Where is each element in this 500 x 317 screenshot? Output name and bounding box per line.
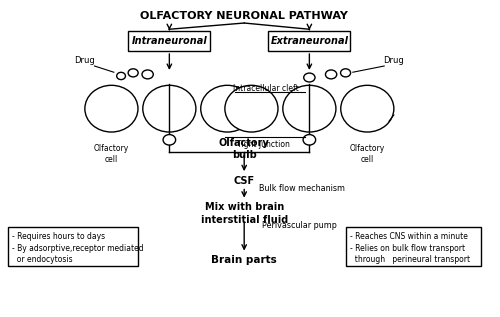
- Text: Bulk flow mechanism: Bulk flow mechanism: [259, 184, 345, 193]
- Ellipse shape: [85, 85, 138, 132]
- Text: Intracellular cleft: Intracellular cleft: [233, 84, 299, 93]
- FancyBboxPatch shape: [268, 31, 350, 51]
- Text: Mix with brain
interstitial fluid: Mix with brain interstitial fluid: [200, 202, 288, 224]
- Ellipse shape: [326, 70, 336, 79]
- Ellipse shape: [128, 69, 138, 77]
- FancyBboxPatch shape: [346, 227, 481, 266]
- FancyBboxPatch shape: [128, 31, 210, 51]
- Text: Axonal
transport: Axonal transport: [236, 96, 272, 115]
- Ellipse shape: [283, 85, 336, 132]
- Ellipse shape: [304, 73, 315, 82]
- Text: Extraneuronal: Extraneuronal: [270, 36, 348, 46]
- Text: - Reaches CNS within a minute: - Reaches CNS within a minute: [350, 232, 469, 241]
- Ellipse shape: [143, 85, 196, 132]
- Text: Olfactory
bulb: Olfactory bulb: [219, 138, 270, 160]
- Ellipse shape: [200, 85, 254, 132]
- Text: Tight junction: Tight junction: [237, 140, 290, 149]
- Text: Intraneuronal: Intraneuronal: [132, 36, 207, 46]
- Text: Drug: Drug: [384, 56, 404, 65]
- Ellipse shape: [163, 134, 175, 145]
- Text: Olfactory
cell: Olfactory cell: [350, 145, 385, 164]
- Text: - Requires hours to days: - Requires hours to days: [12, 232, 106, 241]
- Text: - Relies on bulk flow transport: - Relies on bulk flow transport: [350, 243, 466, 253]
- Ellipse shape: [225, 85, 278, 132]
- Text: or endocytosis: or endocytosis: [12, 256, 73, 264]
- Ellipse shape: [142, 70, 154, 79]
- Ellipse shape: [303, 134, 316, 145]
- Ellipse shape: [340, 69, 350, 77]
- Text: OLFACTORY NEURONAL PATHWAY: OLFACTORY NEURONAL PATHWAY: [140, 10, 348, 21]
- FancyBboxPatch shape: [8, 227, 138, 266]
- Text: through   perineural transport: through perineural transport: [350, 256, 470, 264]
- Text: Perivascular pump: Perivascular pump: [262, 221, 337, 230]
- Text: Drug: Drug: [74, 56, 95, 65]
- Text: Olfactory
cell: Olfactory cell: [94, 145, 129, 164]
- Ellipse shape: [116, 72, 126, 80]
- Text: - By adsorptive,receptor mediated: - By adsorptive,receptor mediated: [12, 243, 144, 253]
- Text: CSF: CSF: [234, 176, 255, 186]
- Text: Brain parts: Brain parts: [212, 255, 277, 265]
- Ellipse shape: [341, 85, 394, 132]
